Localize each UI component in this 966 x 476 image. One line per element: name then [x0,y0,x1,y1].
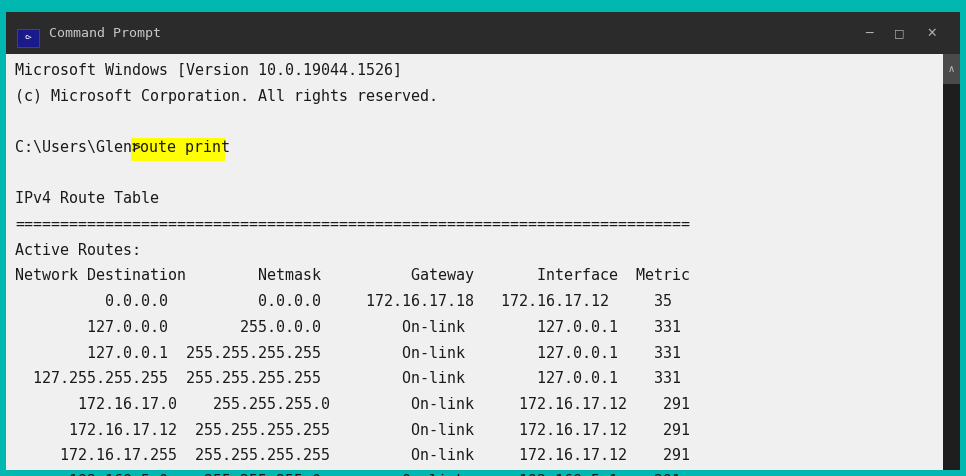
FancyBboxPatch shape [17,29,39,47]
Text: 192.168.5.0    255.255.255.0         On-link      192.168.5.1    291: 192.168.5.0 255.255.255.0 On-link 192.16… [15,474,681,476]
Text: C>: C> [24,35,32,40]
Text: □: □ [895,28,904,39]
Text: IPv4 Route Table: IPv4 Route Table [15,191,159,207]
Text: 127.0.0.1  255.255.255.255         On-link        127.0.0.1    331: 127.0.0.1 255.255.255.255 On-link 127.0.… [15,346,681,361]
Text: Microsoft Windows [Version 10.0.19044.1526]: Microsoft Windows [Version 10.0.19044.15… [15,63,403,78]
FancyBboxPatch shape [6,54,960,470]
Text: 0.0.0.0          0.0.0.0     172.16.17.18   172.16.17.12     35: 0.0.0.0 0.0.0.0 172.16.17.18 172.16.17.1… [15,294,672,309]
Text: 172.16.17.0    255.255.255.0         On-link     172.16.17.12    291: 172.16.17.0 255.255.255.0 On-link 172.16… [15,397,691,412]
Text: Command Prompt: Command Prompt [49,27,161,40]
Text: 172.16.17.255  255.255.255.255         On-link     172.16.17.12    291: 172.16.17.255 255.255.255.255 On-link 17… [15,448,691,464]
Text: ∧: ∧ [948,64,955,74]
Text: 172.16.17.12  255.255.255.255         On-link     172.16.17.12    291: 172.16.17.12 255.255.255.255 On-link 172… [15,423,691,438]
Text: Active Routes:: Active Routes: [15,243,141,258]
Text: (c) Microsoft Corporation. All rights reserved.: (c) Microsoft Corporation. All rights re… [15,89,439,104]
Text: route print: route print [131,140,230,155]
FancyBboxPatch shape [6,12,960,54]
FancyBboxPatch shape [130,138,225,161]
FancyBboxPatch shape [943,54,960,84]
Text: 127.0.0.0        255.0.0.0         On-link        127.0.0.1    331: 127.0.0.0 255.0.0.0 On-link 127.0.0.1 33… [15,320,681,335]
Text: 127.255.255.255  255.255.255.255         On-link        127.0.0.1    331: 127.255.255.255 255.255.255.255 On-link … [15,371,681,387]
Text: Network Destination        Netmask          Gateway       Interface  Metric: Network Destination Netmask Gateway Inte… [15,268,691,284]
FancyBboxPatch shape [943,54,960,470]
Text: C:\Users\Glen>: C:\Users\Glen> [15,140,141,155]
Text: ===========================================================================: ========================================… [15,217,691,232]
Text: ─: ─ [865,27,872,40]
Text: ✕: ✕ [926,27,936,40]
